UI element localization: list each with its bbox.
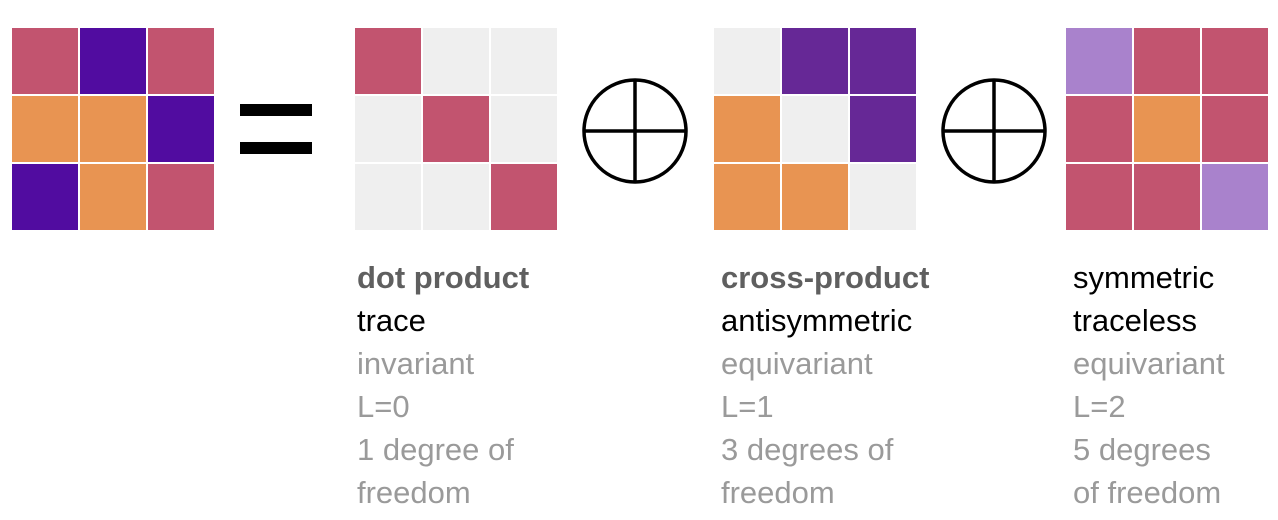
component-dof-cont: freedom [357,475,471,510]
component-kind: equivariant [1073,346,1225,381]
trace-component-matrix [355,28,557,230]
matrix-cell [1202,96,1268,162]
component-dof-cont: freedom [721,475,835,510]
matrix-cell [12,96,78,162]
matrix-cell [782,96,848,162]
equals-sign-icon [240,104,312,154]
component-kind: equivariant [721,346,873,381]
matrix-cell [148,28,214,94]
component-order: L=2 [1073,389,1126,424]
matrix-cell [782,28,848,94]
matrix-cell [355,28,421,94]
matrix-cell [491,96,557,162]
matrix-cell [148,164,214,230]
matrix-cell [12,164,78,230]
matrix-cell [423,96,489,162]
matrix-cell [80,96,146,162]
matrix-cell [1202,164,1268,230]
matrix-cell [491,28,557,94]
component-order: L=0 [357,389,410,424]
matrix-cell [850,28,916,94]
component-dof: 1 degree of [357,432,514,467]
matrix-cell [80,164,146,230]
matrix-cell [850,164,916,230]
symmetric-traceless-labels: symmetric traceless equivariant L=2 5 de… [1073,256,1225,514]
component-title: cross-product [721,260,930,295]
matrix-cell [714,28,780,94]
component-dof-cont: of freedom [1073,475,1222,510]
matrix-cell [491,164,557,230]
matrix-cell [1066,164,1132,230]
component-order: L=1 [721,389,774,424]
component-title: dot product [357,260,530,295]
component-subtitle: trace [357,303,426,338]
matrix-cell [714,96,780,162]
matrix-cell [850,96,916,162]
matrix-cell [423,164,489,230]
cross-product-labels: cross-product antisymmetric equivariant … [721,256,929,514]
matrix-cell [782,164,848,230]
matrix-cell [714,164,780,230]
full-tensor-matrix [12,28,214,230]
component-kind: invariant [357,346,475,381]
matrix-cell [1134,28,1200,94]
matrix-cell [355,164,421,230]
component-title: symmetric [1073,260,1215,295]
matrix-cell [1066,28,1132,94]
symmetric-traceless-component-matrix [1066,28,1268,230]
matrix-cell [12,28,78,94]
antisymmetric-component-matrix [714,28,916,230]
dot-product-labels: dot product trace invariant L=0 1 degree… [357,256,529,514]
matrix-cell [1202,28,1268,94]
matrix-cell [148,96,214,162]
matrix-cell [1134,96,1200,162]
component-dof: 3 degrees of [721,432,894,467]
matrix-cell [423,28,489,94]
matrix-cell [355,96,421,162]
direct-sum-icon [941,78,1047,184]
component-dof: 5 degrees [1073,432,1211,467]
matrix-cell [1066,96,1132,162]
component-subtitle: antisymmetric [721,303,913,338]
matrix-cell [80,28,146,94]
direct-sum-icon [582,78,688,184]
matrix-cell [1134,164,1200,230]
component-subtitle: traceless [1073,303,1198,338]
